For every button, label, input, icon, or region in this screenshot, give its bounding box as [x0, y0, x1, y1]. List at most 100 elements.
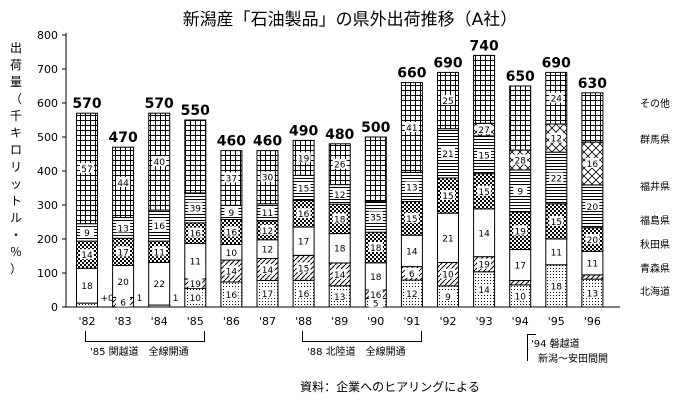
label-bg: [152, 156, 167, 167]
segment-label: 16: [153, 222, 165, 232]
label-bg: [80, 249, 94, 260]
label-bg: [296, 235, 311, 246]
segment-label: 10: [226, 249, 238, 259]
label-bg: [585, 287, 600, 298]
legend-label: 群馬県: [640, 133, 670, 146]
bar-total-label: 550: [181, 103, 210, 119]
bar-total-label: 690: [542, 55, 571, 71]
y-tick-label: 700: [37, 63, 58, 76]
segment-label: 6: [409, 270, 415, 280]
bar-total-label: 470: [108, 130, 137, 146]
note-88-bracket: [302, 331, 422, 342]
label-bg: [585, 234, 600, 245]
segment-label: 12: [262, 246, 273, 256]
x-tick-label: '96: [584, 315, 601, 328]
segment-label: 19: [298, 154, 310, 164]
segment-label: 13: [334, 293, 345, 303]
segment-label: 20: [587, 236, 599, 246]
legend: 北海道 青森県 秋田県 福島県 福井県 群馬県 その他: [640, 97, 670, 298]
label-bg: [332, 242, 347, 253]
segment-label: 13: [117, 224, 128, 234]
label-bg: [549, 172, 564, 183]
label-bg: [404, 267, 419, 278]
label-bg: [296, 182, 311, 193]
label-bg: [441, 232, 455, 243]
segment-label: 15: [298, 264, 309, 274]
bar-segment: [509, 85, 532, 151]
segment-label: 18: [334, 245, 346, 255]
chart-title: 新潟産「石油製品」の県外出荷推移（A社）: [183, 10, 518, 30]
legend-label: 福島県: [640, 214, 670, 227]
label-bg: [332, 290, 347, 301]
segment-label: 10: [442, 271, 454, 281]
side-label: +0: [101, 294, 115, 304]
x-tick-label: '89: [331, 315, 348, 328]
segment-label: 17: [117, 248, 128, 258]
label-bg: [188, 255, 203, 266]
legend-label: 青森県: [640, 262, 670, 275]
side-label: 1: [173, 294, 179, 304]
label-bg: [549, 280, 564, 291]
segment-label: 18: [81, 282, 93, 292]
label-bg: [116, 296, 131, 307]
x-tick-label: '84: [151, 315, 168, 328]
segment-label: 10: [514, 292, 526, 302]
label-bg: [404, 181, 419, 192]
label-bg: [296, 152, 311, 163]
segment-label: 25: [442, 97, 453, 107]
label-bg: [224, 226, 239, 237]
segment-label: 10: [190, 294, 202, 304]
label-bg: [513, 185, 528, 196]
segment-label: 11: [190, 258, 201, 268]
label-bg: [368, 288, 383, 299]
x-tick-label: '85: [187, 315, 204, 328]
y-tick-label: 100: [37, 267, 58, 280]
label-bg: [260, 288, 275, 299]
bar-total-label: 570: [72, 96, 101, 112]
bar-total-label: 570: [145, 96, 174, 112]
label-bg: [260, 224, 275, 235]
segment-label: 15: [406, 215, 417, 225]
x-tick-label: '82: [78, 315, 95, 328]
segment-label: 9: [229, 209, 235, 219]
label-bg: [80, 226, 94, 237]
segment-label: 14: [478, 286, 490, 296]
segment-label: 20: [587, 203, 599, 213]
segment-label: 19: [478, 261, 490, 271]
label-bg: [260, 171, 275, 182]
segment-label: 12: [262, 227, 273, 237]
label-bg: [404, 245, 419, 256]
y-tick-label: 200: [37, 233, 58, 246]
segment-label: 16: [370, 291, 382, 301]
segment-label: 15: [442, 192, 453, 202]
label-bg: [332, 268, 347, 279]
x-tick-label: '92: [439, 315, 456, 328]
label-bg: [477, 185, 492, 196]
bar-segment: [581, 274, 604, 280]
label-bg: [80, 280, 94, 291]
y-tick-label: 0: [51, 301, 58, 314]
segment-label: 14: [81, 251, 93, 261]
label-bg: [224, 288, 239, 299]
x-tick-label: '93: [476, 315, 493, 328]
x-tick-label: '83: [115, 315, 132, 328]
bar-total-label: 690: [433, 55, 462, 71]
x-tick-label: '95: [548, 315, 565, 328]
legend-label: その他: [640, 97, 670, 110]
segment-label: 15: [478, 188, 489, 198]
segment-label: 57: [81, 165, 92, 175]
bar-segment: [184, 119, 207, 194]
label-bg: [441, 95, 455, 106]
label-bg: [549, 132, 564, 143]
segment-label: 6: [120, 299, 126, 309]
bar-total-label: 460: [217, 134, 246, 150]
x-tick-label: '86: [223, 315, 240, 328]
segment-label: 12: [334, 191, 345, 201]
y-tick-label: 500: [37, 131, 58, 144]
label-bg: [224, 246, 239, 257]
segment-label: 5: [373, 299, 379, 309]
segment-label: 15: [298, 184, 309, 194]
segment-label: 41: [406, 124, 417, 134]
bar-segment: [76, 302, 98, 308]
